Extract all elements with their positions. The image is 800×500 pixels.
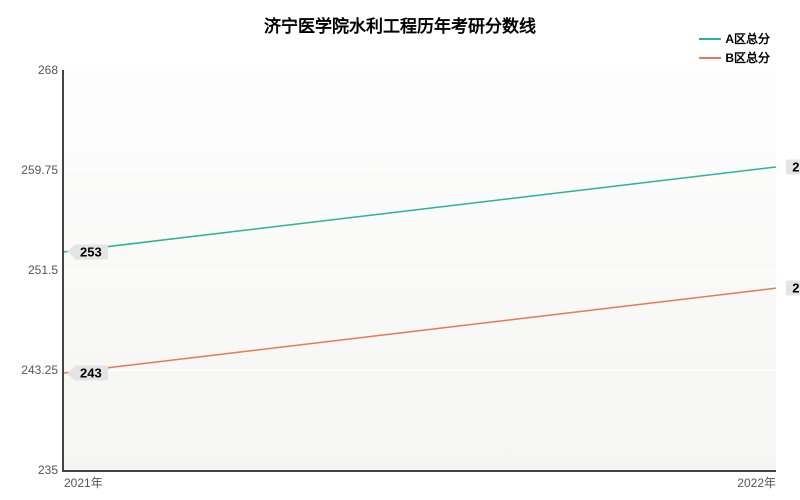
y-axis-label: 268: [38, 63, 58, 77]
data-point-label: 250: [786, 281, 800, 296]
data-point-label: 253: [74, 244, 108, 259]
x-axis-label: 2022年: [737, 474, 776, 491]
y-axis-label: 251.5: [28, 263, 58, 277]
legend: A区总分 B区总分: [699, 30, 770, 68]
line-chart: 济宁医学院水利工程历年考研分数线 A区总分 B区总分 235243.25251.…: [0, 0, 800, 500]
x-axis-label: 2021年: [64, 474, 103, 491]
chart-title: 济宁医学院水利工程历年考研分数线: [0, 12, 800, 37]
data-point-label: 260: [786, 159, 800, 174]
legend-item: A区总分: [699, 30, 770, 47]
plot-area: 235243.25251.5259.752682021年2022年2532602…: [62, 70, 776, 472]
legend-swatch: [699, 57, 721, 59]
legend-item: B区总分: [699, 49, 770, 66]
legend-label: B区总分: [725, 49, 770, 66]
legend-swatch: [699, 38, 721, 40]
series-lines: [64, 70, 776, 470]
data-point-label: 243: [74, 366, 108, 381]
y-axis-label: 243.25: [21, 363, 58, 377]
y-axis-label: 235: [38, 463, 58, 477]
legend-label: A区总分: [725, 30, 770, 47]
y-axis-label: 259.75: [21, 163, 58, 177]
